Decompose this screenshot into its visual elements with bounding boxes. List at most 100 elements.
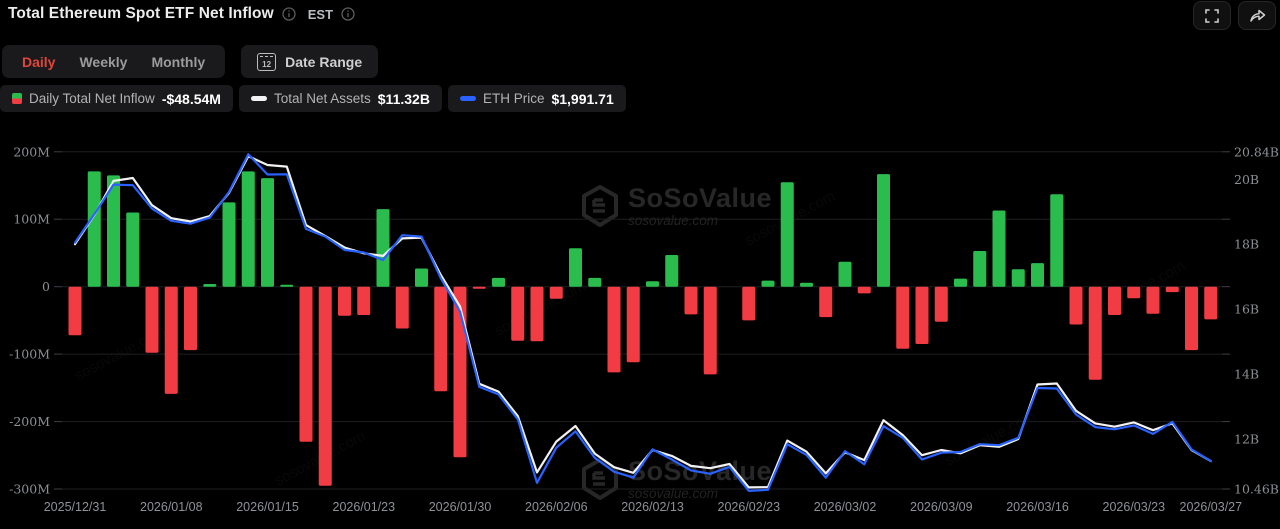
inflow-bar[interactable] — [376, 209, 390, 287]
inflow-bar[interactable] — [588, 277, 602, 287]
inflow-bar[interactable] — [434, 286, 448, 392]
inflow-bar[interactable] — [973, 251, 987, 287]
svg-text:2026/02/06: 2026/02/06 — [525, 500, 588, 514]
inflow-bar[interactable] — [569, 248, 582, 287]
inflow-bar[interactable] — [453, 286, 467, 458]
inflow-bar[interactable] — [280, 284, 294, 287]
legend-value: $1,991.71 — [551, 90, 614, 107]
inflow-bar[interactable] — [877, 174, 890, 287]
svg-text:-300M: -300M — [9, 482, 50, 497]
legend-value: $11.32B — [377, 90, 430, 107]
inflow-bar[interactable] — [1165, 286, 1179, 293]
svg-text:12B: 12B — [1234, 432, 1259, 447]
title-info-icon[interactable] — [282, 7, 296, 21]
inflow-chart[interactable]: 200M 100M 0 -100M -200M -300M 20.84B 20B 18B 16B 1… — [0, 135, 1280, 529]
net-inflow-bars[interactable] — [68, 171, 1218, 486]
inflow-bar[interactable] — [1108, 286, 1121, 315]
inflow-bar[interactable] — [1185, 286, 1198, 351]
inflow-bar[interactable] — [626, 286, 640, 363]
legend-eth-price[interactable]: ETH Price $1,991.71 — [447, 85, 626, 112]
inflow-bar[interactable] — [954, 278, 967, 287]
svg-text:2026/01/23: 2026/01/23 — [333, 500, 396, 514]
legend-label: Total Net Assets — [273, 91, 371, 106]
inflow-bar[interactable] — [857, 286, 871, 294]
inflow-bar[interactable] — [761, 280, 775, 287]
inflow-bar[interactable] — [1050, 194, 1064, 287]
eth-price-line[interactable] — [73, 153, 1212, 492]
legend-net-inflow[interactable]: Daily Total Net Inflow -$48.54M — [0, 85, 233, 112]
svg-text:2026/03/27: 2026/03/27 — [1180, 500, 1243, 514]
share-button[interactable] — [1238, 1, 1276, 30]
svg-text:2025/12/31: 2025/12/31 — [44, 500, 107, 514]
inflow-bar[interactable] — [1127, 286, 1141, 299]
gridlines — [54, 151, 1230, 490]
svg-text:16B: 16B — [1234, 302, 1259, 317]
inflow-bar[interactable] — [338, 286, 351, 316]
net-assets-marker-icon — [250, 96, 267, 101]
legend-label: Daily Total Net Inflow — [29, 91, 155, 106]
period-tabs: Daily Weekly Monthly — [2, 45, 226, 78]
inflow-bar[interactable] — [934, 286, 948, 322]
svg-text:200M: 200M — [13, 144, 50, 159]
tab-weekly[interactable]: Weekly — [79, 53, 128, 70]
inflow-bar[interactable] — [415, 268, 428, 287]
x-axis-labels: 2025/12/31 2026/01/08 2026/01/15 2026/01/23… — [44, 500, 1242, 514]
inflow-bar[interactable] — [164, 286, 178, 394]
svg-text:2026/03/09: 2026/03/09 — [910, 500, 973, 514]
inflow-bar[interactable] — [703, 286, 717, 375]
date-range-button[interactable]: 12 Date Range — [241, 45, 379, 78]
inflow-bar[interactable] — [472, 286, 486, 289]
inflow-bar[interactable] — [646, 281, 659, 287]
inflow-bar[interactable] — [145, 286, 159, 353]
chart-header: Total Ethereum Spot ETF Net Inflow EST — [8, 2, 355, 26]
inflow-bar[interactable] — [261, 178, 274, 287]
inflow-bar[interactable] — [819, 286, 833, 318]
inflow-bar[interactable] — [1204, 286, 1218, 320]
inflow-bar[interactable] — [318, 286, 332, 486]
svg-text:10.46B: 10.46B — [1234, 482, 1279, 497]
inflow-bar[interactable] — [1011, 269, 1025, 287]
inflow-bar[interactable] — [896, 286, 910, 349]
inflow-bar[interactable] — [915, 286, 929, 344]
inflow-bar[interactable] — [395, 286, 409, 329]
inflow-bar[interactable] — [1146, 286, 1160, 314]
svg-text:14B: 14B — [1234, 367, 1259, 382]
legend-value: -$48.54M — [161, 90, 221, 107]
chart-toolbar: Daily Weekly Monthly 12 Date Range — [2, 45, 379, 78]
inflow-bar[interactable] — [992, 210, 1006, 287]
inflow-bar[interactable] — [800, 282, 813, 287]
inflow-bar[interactable] — [203, 284, 217, 287]
fullscreen-button[interactable] — [1193, 1, 1231, 30]
inflow-bar[interactable] — [241, 171, 255, 287]
header-actions — [1193, 1, 1276, 30]
inflow-bar[interactable] — [838, 261, 852, 287]
share-icon — [1249, 9, 1265, 22]
svg-text:2026/03/02: 2026/03/02 — [814, 500, 877, 514]
inflow-bar[interactable] — [511, 286, 525, 341]
inflow-bar[interactable] — [299, 286, 313, 442]
tab-monthly[interactable]: Monthly — [151, 53, 206, 70]
inflow-bar[interactable] — [222, 202, 236, 287]
inflow-bar[interactable] — [126, 212, 140, 287]
inflow-bar[interactable] — [68, 286, 82, 336]
inflow-bar[interactable] — [184, 286, 197, 351]
inflow-bar[interactable] — [1088, 286, 1102, 380]
inflow-bar[interactable] — [357, 286, 371, 315]
inflow-bar[interactable] — [1031, 263, 1044, 287]
svg-text:2026/03/16: 2026/03/16 — [1006, 500, 1069, 514]
inflow-bar[interactable] — [530, 286, 544, 342]
inflow-bar[interactable] — [684, 286, 698, 315]
inflow-bar[interactable] — [1069, 286, 1083, 325]
inflow-bar[interactable] — [742, 286, 756, 321]
legend-net-assets[interactable]: Total Net Assets $11.32B — [238, 85, 442, 112]
inflow-bar[interactable] — [87, 171, 101, 287]
fullscreen-icon — [1205, 8, 1219, 23]
inflow-bar[interactable] — [492, 277, 505, 287]
timezone-info-icon[interactable] — [341, 7, 355, 21]
tab-daily[interactable]: Daily — [22, 53, 56, 70]
inflow-bar[interactable] — [107, 175, 120, 287]
inflow-bar[interactable] — [780, 182, 794, 287]
inflow-bar[interactable] — [549, 286, 563, 299]
inflow-bar[interactable] — [607, 286, 621, 373]
inflow-bar[interactable] — [665, 255, 679, 287]
